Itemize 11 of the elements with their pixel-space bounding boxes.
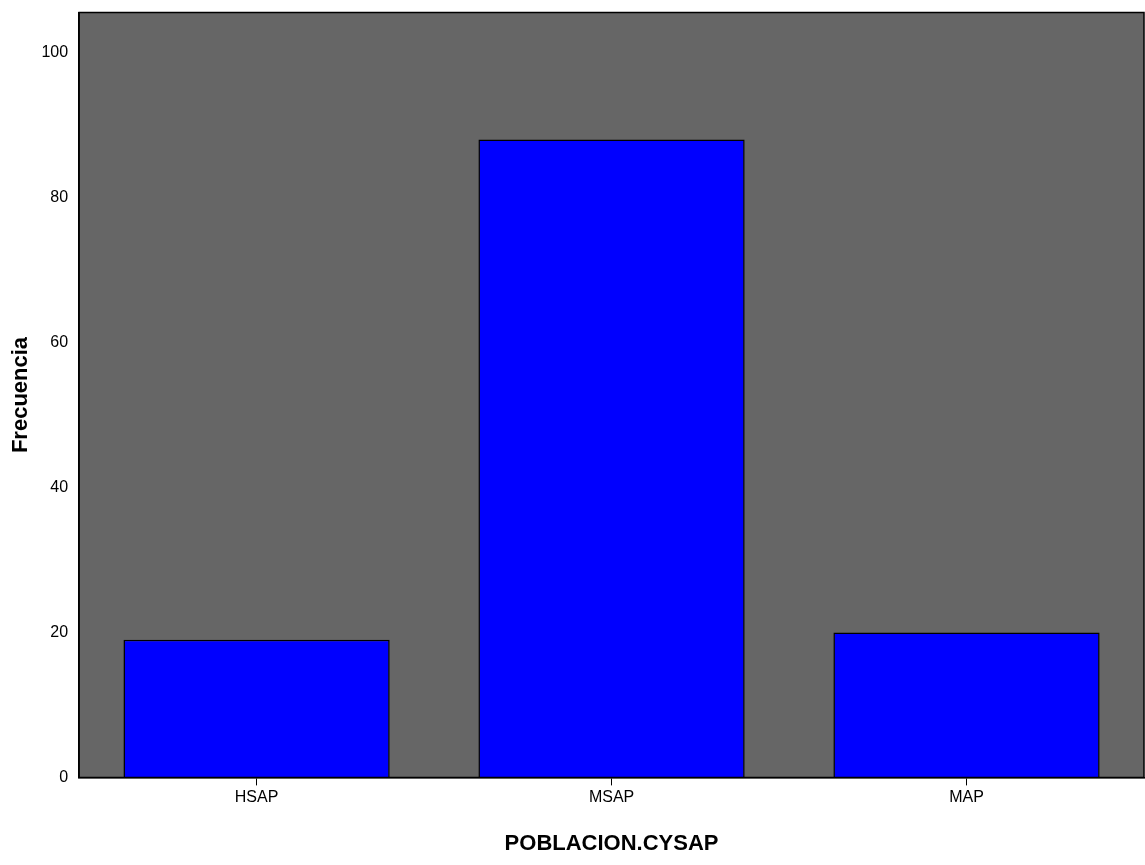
- x-tick-label: MAP: [949, 788, 984, 806]
- y-tick-label: 60: [50, 332, 69, 350]
- x-tick-label: MSAP: [588, 788, 635, 806]
- y-tick-label: 20: [50, 622, 69, 640]
- y-tick-label: 40: [50, 477, 69, 495]
- x-tick-label: HSAP: [234, 788, 279, 806]
- x-axis-title: POBLACION.CYSAP: [504, 829, 719, 855]
- y-tick-label: 100: [41, 42, 69, 60]
- y-axis-title: Frecuencia: [7, 336, 33, 454]
- y-tick-label: 80: [50, 187, 69, 205]
- y-tick-label: 0: [59, 767, 69, 785]
